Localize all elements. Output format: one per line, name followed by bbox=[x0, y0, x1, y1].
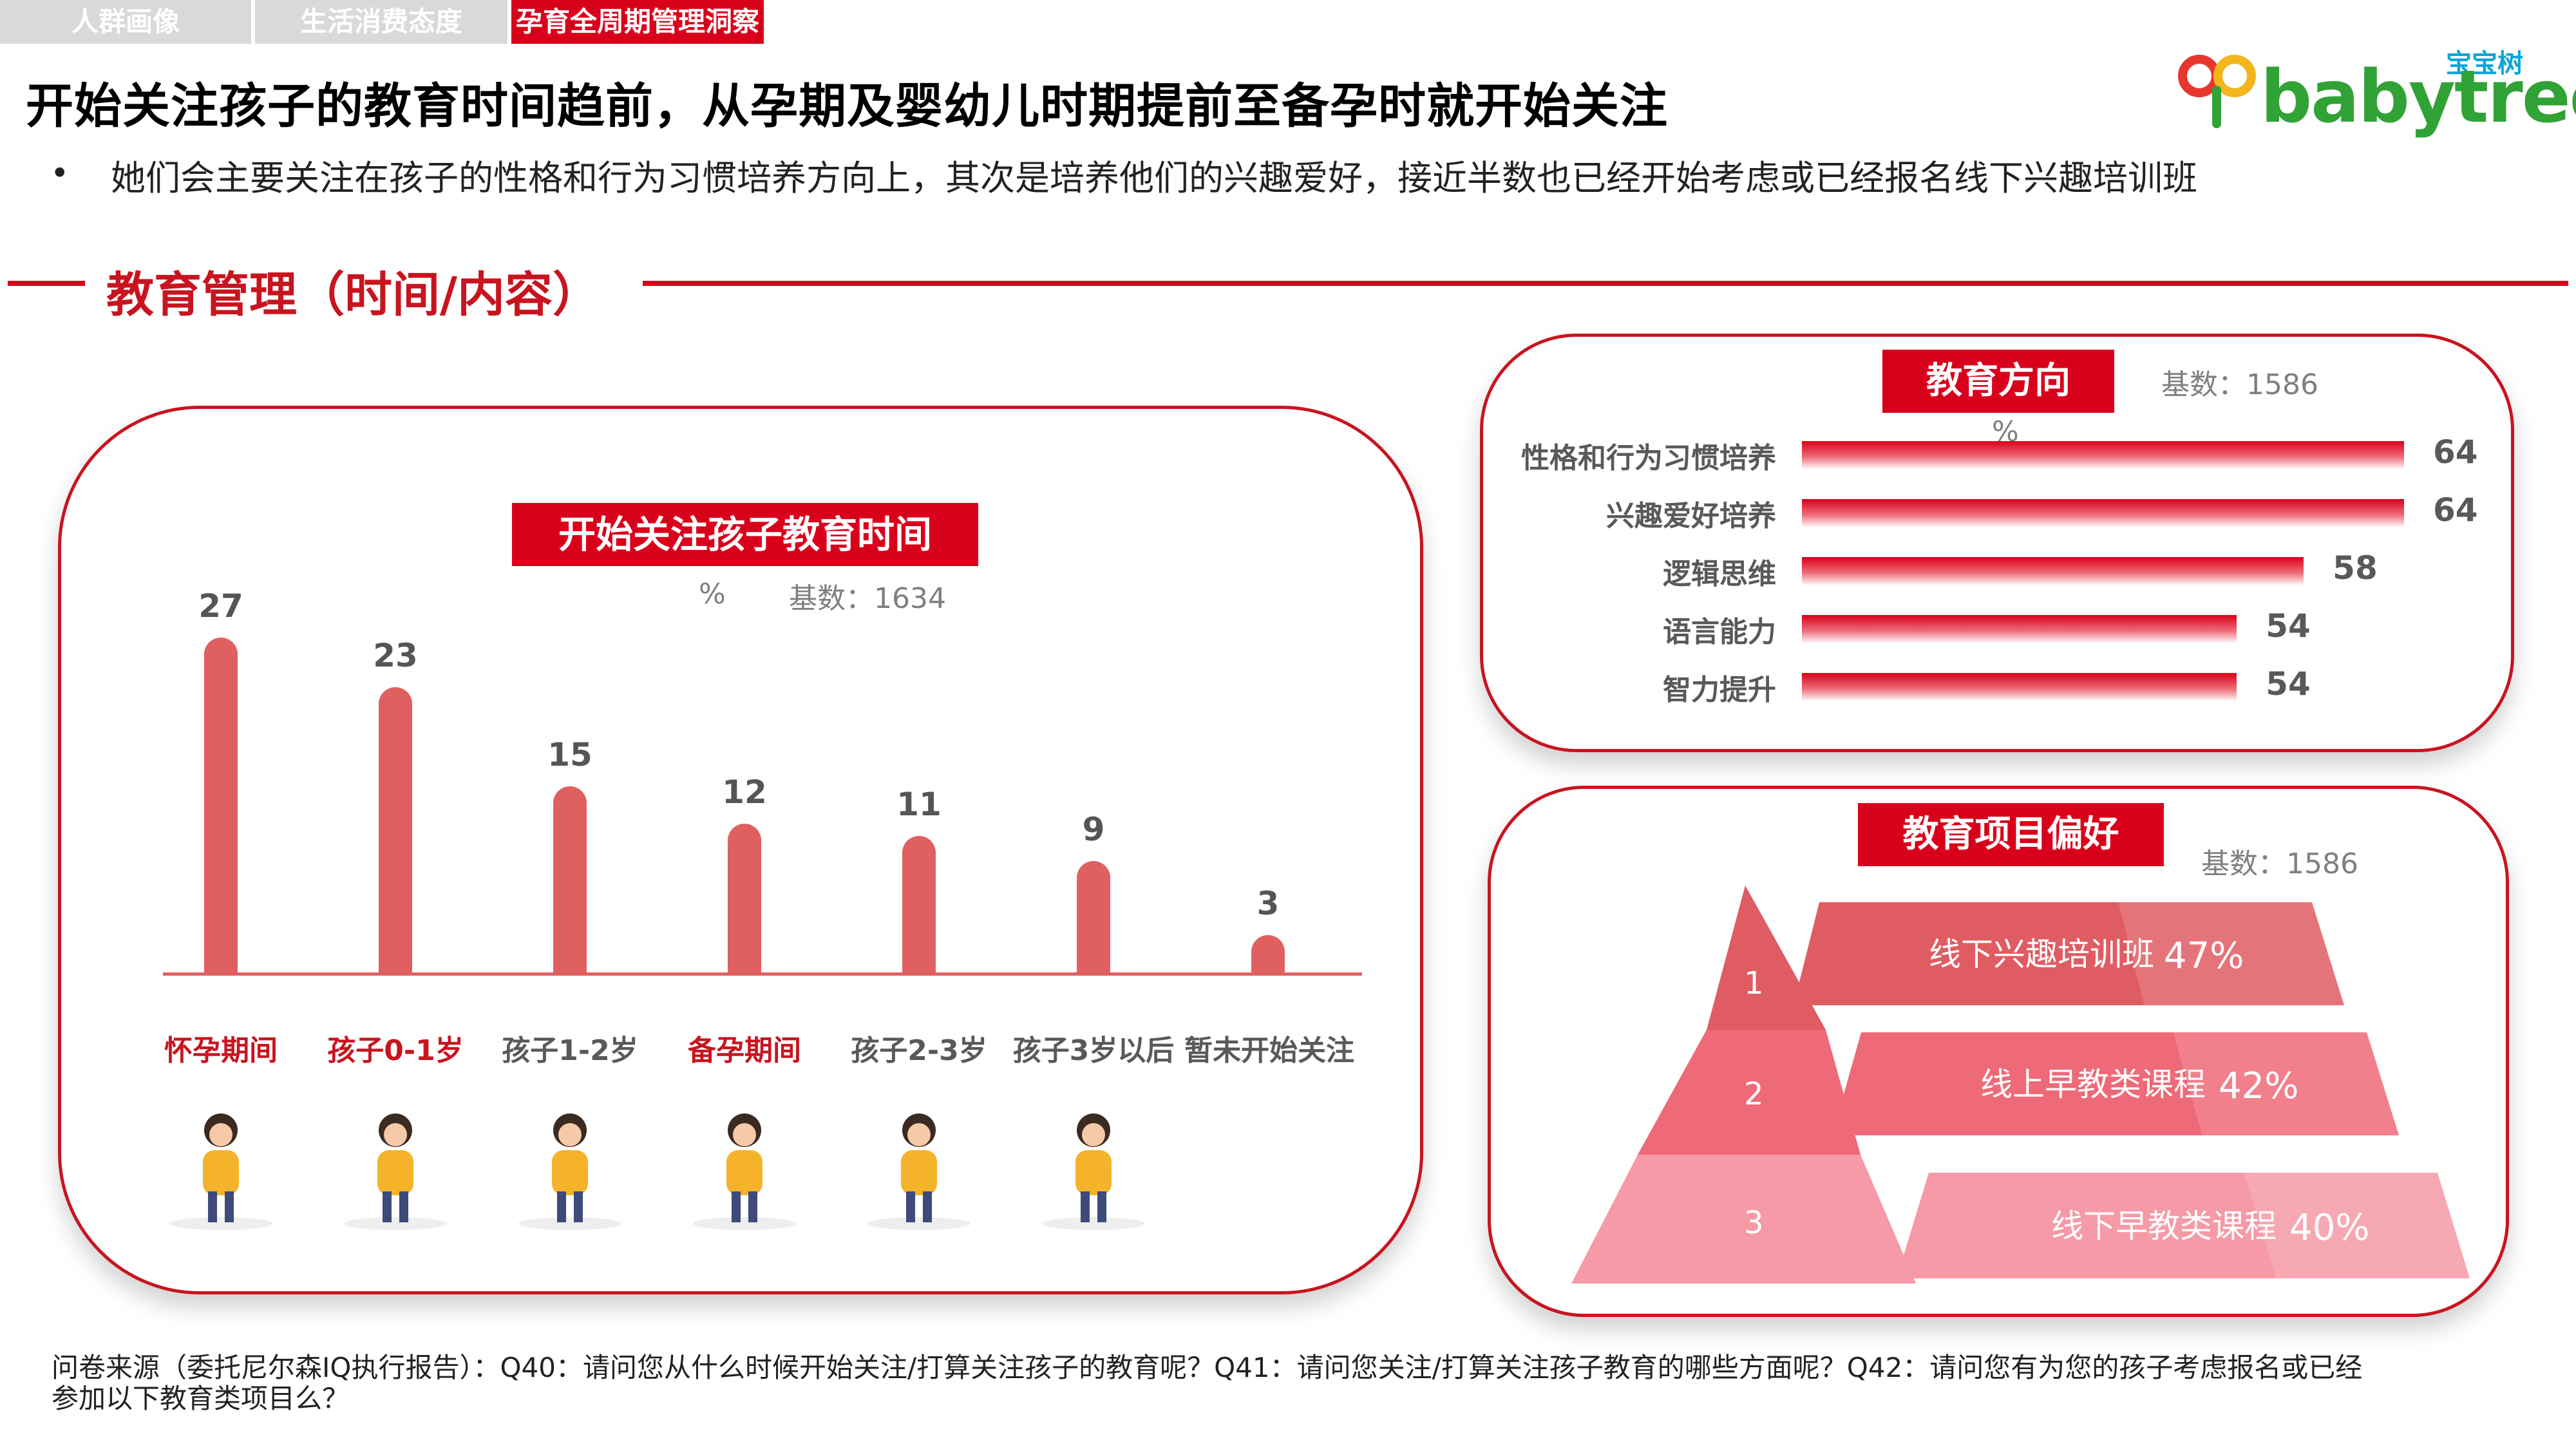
bar-value-label: 9 bbox=[1082, 810, 1105, 848]
preference-category-label: 线上早教类课程 bbox=[1980, 1066, 2206, 1103]
x-category-label: 孩子3岁以后 bbox=[1012, 1034, 1175, 1067]
direction-bar-3 bbox=[1802, 615, 2237, 643]
bar-6 bbox=[1251, 935, 1285, 972]
direction-value-label: 54 bbox=[2266, 665, 2311, 703]
bar-1 bbox=[379, 687, 412, 972]
pyramid-tier-1 bbox=[1707, 886, 1826, 1030]
section-divider-right bbox=[643, 281, 2568, 286]
x-category-label: 孩子2-3岁 bbox=[851, 1034, 987, 1067]
preference-value-box-3 bbox=[2244, 1173, 2470, 1278]
education-direction-base: 基数：1586 bbox=[2161, 368, 2318, 401]
logo-english: babytree bbox=[2260, 55, 2576, 139]
direction-category-label: 智力提升 bbox=[1663, 674, 1776, 706]
bar-value-label: 3 bbox=[1256, 885, 1280, 923]
parenting-illustration bbox=[331, 1095, 460, 1236]
direction-value-label: 64 bbox=[2433, 491, 2478, 529]
parenting-illustration bbox=[156, 1095, 285, 1236]
bar-value-label: 27 bbox=[198, 587, 243, 625]
direction-category-label: 逻辑思维 bbox=[1663, 558, 1776, 591]
page-title: 开始关注孩子的教育时间趋前，从孕期及婴幼儿时期提前至备孕时就开始关注 bbox=[26, 79, 1668, 134]
logo-chinese: 宝宝树 bbox=[2446, 49, 2523, 79]
start-time-unit: % bbox=[699, 578, 726, 611]
project-preference-pill: 教育项目偏好 bbox=[1858, 803, 2164, 866]
parenting-illustration bbox=[680, 1095, 809, 1236]
preference-band-1 bbox=[1794, 902, 2145, 1005]
pyramid-rank-label: 3 bbox=[1744, 1205, 1764, 1241]
tab-parenting-insight[interactable]: 孕育全周期管理洞察 bbox=[511, 0, 764, 44]
direction-value-label: 64 bbox=[2433, 433, 2478, 471]
pyramid-tier-3 bbox=[1571, 1155, 1916, 1283]
horizontal-bar-area: 性格和行为习惯培养 64 兴趣爱好培养 64 逻辑思维 58 语言能力 54 智力提升 54 bbox=[1483, 337, 2511, 749]
direction-category-label: 兴趣爱好培养 bbox=[1606, 500, 1776, 533]
direction-bar-4 bbox=[1802, 673, 2237, 701]
direction-value-label: 54 bbox=[2266, 607, 2311, 645]
preference-category-label: 线下兴趣培训班 bbox=[1929, 936, 2154, 973]
bar-4 bbox=[902, 836, 936, 972]
bar-value-label: 11 bbox=[896, 786, 942, 824]
parenting-illustration bbox=[506, 1095, 634, 1236]
direction-category-label: 语言能力 bbox=[1663, 616, 1776, 649]
x-category-label: 孩子0-1岁 bbox=[327, 1034, 464, 1067]
pyramid-tier-2 bbox=[1638, 1030, 1861, 1155]
project-preference-base: 基数：1586 bbox=[2201, 848, 2358, 880]
preference-value-label: 40% bbox=[2289, 1207, 2369, 1249]
direction-category-label: 性格和行为习惯培养 bbox=[1521, 442, 1776, 475]
preference-value-box-1 bbox=[2119, 902, 2344, 1005]
tab-persona[interactable]: 人群画像 bbox=[0, 0, 251, 44]
section-divider-left bbox=[8, 281, 85, 286]
x-category-label: 孩子1-2岁 bbox=[502, 1034, 638, 1067]
bar-value-label: 15 bbox=[547, 736, 592, 774]
preference-value-box-2 bbox=[2174, 1032, 2399, 1135]
bar-value-label: 12 bbox=[722, 773, 767, 811]
summary-bullet: 她们会主要关注在孩子的性格和行为习惯培养方向上，其次是培养他们的兴趣爱好，接近半… bbox=[111, 158, 2197, 198]
preference-pyramid: 1 2 3 线下兴趣培训班 47% 线上早教类课程 42% 线下早教类课程 40% bbox=[1571, 886, 2470, 1283]
project-preference-panel: 教育项目偏好 基数：1586 1 2 3 线下兴趣培训班 47% 线上早教类课程 42% 线下… bbox=[1488, 786, 2509, 1317]
pyramid-rank-label: 2 bbox=[1744, 1076, 1764, 1112]
bar-0 bbox=[204, 638, 238, 972]
section-title: 教育管理（时间/内容） bbox=[106, 267, 601, 323]
direction-bar-1 bbox=[1802, 499, 2404, 527]
bar-value-label: 23 bbox=[373, 637, 418, 675]
direction-bar-0 bbox=[1802, 441, 2404, 469]
babytree-logo bbox=[2177, 39, 2550, 135]
start-time-pill: 开始关注孩子教育时间 bbox=[512, 503, 978, 566]
logo-mark-icon bbox=[2178, 55, 2256, 128]
bar-chart-area: 27 怀孕期间 23 孩子0-1岁 15 孩子1-2岁 12 备孕期间 11 孩子2-3岁 9 孩子3… bbox=[61, 409, 1420, 1291]
education-direction-panel: 教育方向 基数：1586 % 性格和行为习惯培养 64 兴趣爱好培养 64 逻辑思维 58… bbox=[1480, 334, 2514, 752]
start-time-base: 基数：1634 bbox=[789, 582, 946, 615]
preference-band-3 bbox=[1897, 1173, 2277, 1278]
x-axis-line bbox=[163, 972, 1362, 976]
footnote: 问卷来源（委托尼尔森IQ执行报告）：Q40：请问您从什么时候开始关注/打算关注孩… bbox=[52, 1352, 2363, 1415]
preference-band-2 bbox=[1832, 1032, 2202, 1135]
preference-value-label: 42% bbox=[2219, 1065, 2298, 1107]
x-category-label: 暂未开始关注 bbox=[1184, 1034, 1354, 1067]
bar-5 bbox=[1077, 860, 1110, 972]
bar-3 bbox=[728, 823, 761, 972]
start-time-panel: 开始关注孩子教育时间 % 基数：1634 27 怀孕期间 23 孩子0-1岁 15 孩子1… bbox=[58, 406, 1423, 1294]
direction-value-label: 58 bbox=[2333, 549, 2378, 587]
direction-bar-2 bbox=[1802, 557, 2304, 585]
preference-value-label: 47% bbox=[2164, 935, 2244, 977]
bullet-marker: • bbox=[50, 155, 70, 192]
pyramid-rank-label: 1 bbox=[1744, 965, 1764, 1001]
x-category-label: 备孕期间 bbox=[688, 1034, 801, 1067]
parenting-illustration bbox=[1029, 1095, 1158, 1236]
x-category-label: 怀孕期间 bbox=[164, 1034, 278, 1067]
tab-consumption-attitude[interactable]: 生活消费态度 bbox=[255, 0, 507, 44]
parenting-illustration bbox=[855, 1095, 983, 1236]
bar-2 bbox=[553, 786, 587, 972]
education-direction-pill: 教育方向 bbox=[1882, 350, 2114, 413]
preference-category-label: 线下早教类课程 bbox=[2051, 1208, 2277, 1245]
